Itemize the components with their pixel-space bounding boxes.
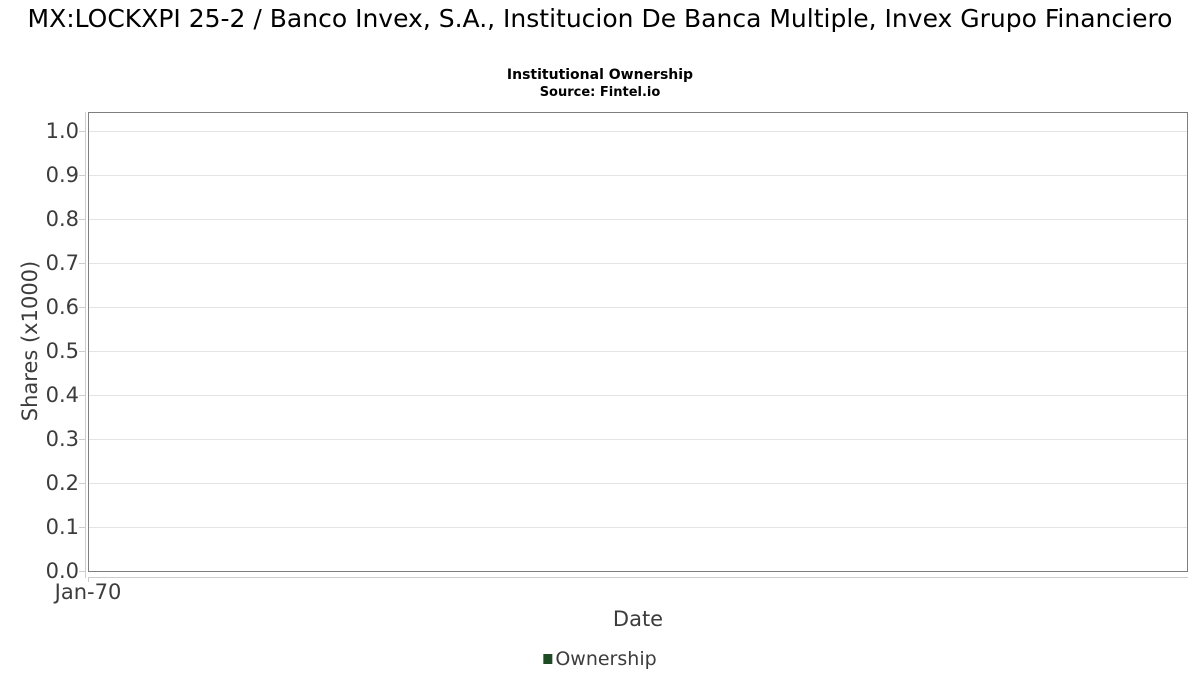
chart-subtitle: Institutional Ownership bbox=[506, 67, 694, 83]
legend-label: Ownership bbox=[555, 648, 657, 670]
y-tick-mark bbox=[79, 131, 85, 132]
x-axis-title: Date bbox=[612, 607, 664, 631]
chart-source: Source: Fintel.io bbox=[539, 85, 661, 100]
x-tick-mark bbox=[88, 577, 89, 582]
y-tick-label: 0.0 bbox=[45, 559, 79, 583]
gridline bbox=[89, 395, 1187, 396]
gridline bbox=[89, 307, 1187, 308]
y-tick-label: 0.2 bbox=[45, 471, 79, 495]
y-tick-label: 0.4 bbox=[45, 383, 79, 407]
y-tick-label: 0.5 bbox=[45, 339, 79, 363]
chart-title: MX:LOCKXPI 25-2 / Banco Invex, S.A., Ins… bbox=[27, 4, 1173, 33]
y-tick-mark bbox=[79, 483, 85, 484]
y-tick-mark bbox=[79, 307, 85, 308]
gridline bbox=[89, 351, 1187, 352]
gridline bbox=[89, 263, 1187, 264]
gridline bbox=[89, 527, 1187, 528]
y-tick-mark bbox=[79, 263, 85, 264]
x-axis-line bbox=[88, 577, 1188, 578]
y-tick-label: 1.0 bbox=[45, 119, 79, 143]
gridline bbox=[89, 219, 1187, 220]
legend: Ownership bbox=[543, 648, 657, 670]
gridline bbox=[89, 131, 1187, 132]
y-tick-mark bbox=[79, 527, 85, 528]
y-tick-labels: 0.0 0.1 0.2 0.3 0.4 0.5 0.6 0.7 0.8 0.9 1.0 bbox=[0, 0, 79, 675]
y-tick-mark bbox=[79, 395, 85, 396]
y-tick-label: 0.6 bbox=[45, 295, 79, 319]
y-tick-mark bbox=[79, 175, 85, 176]
y-axis-line bbox=[85, 112, 86, 578]
y-tick-label: 0.1 bbox=[45, 515, 79, 539]
gridline bbox=[89, 175, 1187, 176]
y-tick-label: 0.9 bbox=[45, 163, 79, 187]
x-tick-label: Jan-70 bbox=[54, 580, 122, 604]
gridlines bbox=[89, 113, 1187, 571]
plot-area bbox=[88, 112, 1188, 572]
y-tick-mark bbox=[79, 571, 85, 572]
gridline bbox=[89, 483, 1187, 484]
y-tick-mark bbox=[79, 439, 85, 440]
y-tick-label: 0.7 bbox=[45, 251, 79, 275]
y-tick-label: 0.8 bbox=[45, 207, 79, 231]
legend-marker-icon bbox=[543, 654, 553, 664]
gridline bbox=[89, 439, 1187, 440]
y-tick-mark bbox=[79, 219, 85, 220]
y-tick-mark bbox=[79, 351, 85, 352]
y-tick-label: 0.3 bbox=[45, 427, 79, 451]
